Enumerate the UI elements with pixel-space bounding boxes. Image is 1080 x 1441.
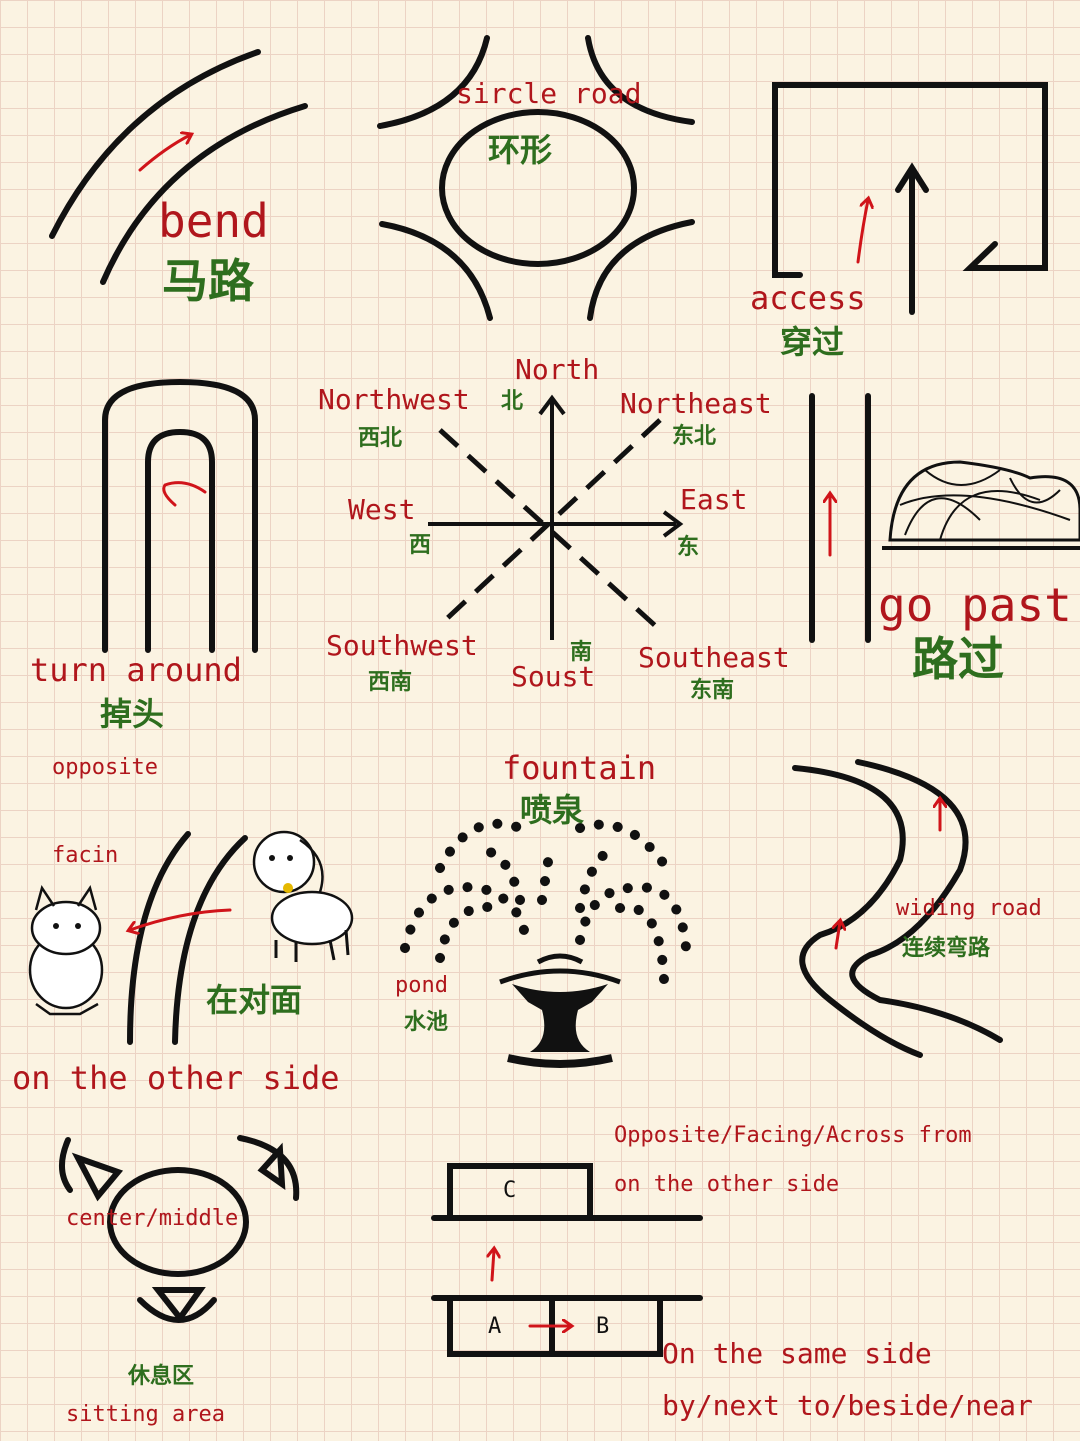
center-middle-label: center/middle — [66, 1206, 239, 1231]
sitting-area-figure — [59, 1135, 300, 1324]
southeast-label: Southeast — [638, 641, 790, 674]
circle-road — [377, 35, 695, 321]
other-side-label: on the other side — [12, 1059, 340, 1097]
northeast-label-zh: 东北 — [672, 424, 717, 449]
southeast-label-zh: 东南 — [690, 678, 735, 703]
puppy-icon — [252, 830, 354, 962]
north-label: North — [515, 353, 600, 386]
circle-road-label: sircle road — [456, 77, 642, 110]
box-b-label: B — [596, 1314, 610, 1339]
northwest-label: Northwest — [318, 383, 470, 416]
turn-around-label: turn around — [30, 651, 242, 689]
access-label: access — [750, 279, 866, 317]
same-side-line2: by/next to/beside/near — [662, 1389, 1033, 1422]
fountain-figure — [400, 818, 691, 1068]
south-label: Soust — [511, 660, 596, 693]
go-past-label: go past — [878, 578, 1072, 632]
access-label-zh: 穿过 — [780, 323, 845, 361]
winding-road-label-zh: 连续弯路 — [902, 936, 991, 961]
bend-label-zh: 马路 — [162, 254, 254, 308]
go-past-label-zh: 路过 — [912, 632, 1004, 686]
southwest-label: Southwest — [326, 629, 478, 662]
opposite-title: opposite — [52, 755, 158, 780]
stadium-icon — [882, 460, 1080, 550]
compass-rose — [428, 394, 684, 640]
u-turn-road — [102, 378, 258, 653]
opposite-label-zh: 在对面 — [206, 981, 303, 1019]
south-label-zh: 南 — [570, 640, 593, 665]
fountain-label-zh: 喷泉 — [520, 791, 585, 829]
opposite-side-line2: on the other side — [614, 1172, 840, 1197]
turn-around-label-zh: 掉头 — [100, 695, 165, 733]
northeast-label: Northeast — [620, 387, 772, 420]
same-side-line1: On the same side — [662, 1337, 932, 1370]
pond-label-zh: 水池 — [404, 1010, 449, 1035]
bend-label: bend — [158, 194, 269, 248]
go-past-road — [809, 393, 1080, 643]
bend-road — [49, 49, 308, 285]
access-building — [772, 82, 1048, 315]
east-label: East — [680, 483, 748, 516]
street-sides-figure — [431, 1163, 703, 1357]
sitting-area-label-zh: 休息区 — [128, 1364, 195, 1389]
opposite-side-line1: Opposite/Facing/Across from — [614, 1123, 972, 1148]
north-label-zh: 北 — [501, 389, 524, 414]
facing-label: facin — [52, 843, 119, 868]
husky-dog-icon — [28, 885, 104, 1016]
fountain-label: fountain — [502, 749, 657, 787]
northwest-label-zh: 西北 — [358, 426, 403, 451]
winding-road — [792, 759, 1003, 1058]
west-label: West — [348, 493, 416, 526]
sitting-area-label: sitting area — [66, 1402, 225, 1427]
box-a-label: A — [488, 1314, 502, 1339]
box-c-label: C — [503, 1178, 517, 1203]
opposite-road — [28, 830, 354, 1045]
circle-road-label-zh: 环形 — [488, 131, 553, 169]
west-label-zh: 西 — [409, 533, 432, 558]
east-label-zh: 东 — [677, 535, 700, 560]
southwest-label-zh: 西南 — [368, 670, 413, 695]
winding-road-label: widing road — [896, 896, 1042, 921]
pond-label: pond — [395, 973, 448, 998]
